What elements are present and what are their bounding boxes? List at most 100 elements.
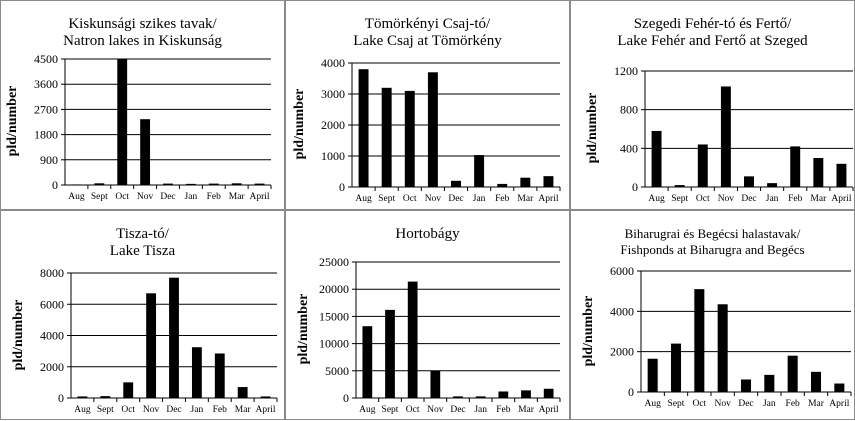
x-tick-label: Oct — [121, 405, 135, 415]
bar — [362, 326, 373, 398]
x-tick-label: April — [831, 194, 851, 204]
x-tick-label: Aug — [648, 194, 665, 204]
y-tick-label: 10000 — [319, 337, 349, 351]
x-tick-label: Feb — [495, 194, 510, 204]
x-tick-label: Dec — [741, 194, 756, 204]
chart-title-line1: Kiskunsági szikes tavak/ — [68, 16, 217, 32]
bar — [834, 383, 845, 392]
y-tick-label: 2000 — [610, 345, 634, 359]
bar — [169, 277, 179, 398]
chart-title-line1: Hortobágy — [395, 226, 460, 242]
y-tick-label: 900 — [40, 153, 58, 167]
chart-title: Szegedi Fehér-tó és Fertő/ Lake Fehér an… — [571, 16, 854, 50]
bar — [358, 69, 369, 187]
x-tick-label: Mar — [517, 194, 534, 204]
bar — [146, 293, 157, 398]
bar — [764, 374, 775, 392]
x-tick-label: Feb — [213, 405, 228, 415]
bar — [836, 163, 847, 187]
bar — [123, 382, 134, 398]
bar — [185, 183, 196, 185]
x-tick-label: Mar — [810, 194, 827, 204]
y-tick-label: 0 — [343, 391, 349, 405]
chart-title-line1: Tisza-tó/ — [116, 226, 169, 242]
bar — [670, 343, 682, 392]
chart-panel-tisza: Tisza-tó/ Lake Tisza pld/number 0 2000 400… — [0, 210, 285, 420]
bar-chart-csaj: 0 1000 2000 3000 4000 Aug Sept Oct Nov Dec Jan Feb M… — [321, 56, 561, 204]
bar — [521, 390, 531, 398]
chart-panel-kiskunsag: Kiskunsági szikes tavak/ Natron lakes in… — [0, 0, 285, 210]
bar — [694, 289, 705, 392]
x-tick-label: Feb — [788, 194, 803, 204]
x-tick-label: Oct — [692, 399, 706, 409]
x-tick-label: April — [538, 194, 558, 204]
chart-title: Hortobágy — [286, 226, 569, 243]
y-tick-label: 4500 — [34, 52, 58, 66]
x-tick-label: Feb — [496, 405, 511, 415]
bar — [674, 185, 685, 187]
x-tick-label: April — [256, 405, 276, 415]
x-tick-label: Aug — [355, 194, 372, 204]
y-tick-label: 1800 — [34, 128, 58, 142]
y-tick-label: 2700 — [34, 102, 58, 116]
bar — [385, 309, 395, 398]
y-tick-label: 15000 — [319, 309, 349, 323]
bar — [498, 391, 509, 398]
y-tick-label: 6000 — [40, 297, 64, 311]
x-tick-label: Dec — [448, 194, 463, 204]
x-tick-label: Aug — [644, 399, 661, 409]
bar — [214, 353, 225, 398]
bar — [407, 281, 418, 398]
x-tick-label: Sept — [91, 192, 108, 202]
x-tick-label: Oct — [696, 194, 710, 204]
bar — [717, 304, 728, 392]
x-tick-label: Aug — [68, 192, 85, 202]
x-tick-label: Feb — [207, 192, 222, 202]
chart-title-line1: Biharugrai és Begécsi halastavak/ — [624, 226, 801, 241]
bar — [475, 396, 486, 398]
bar — [790, 146, 801, 187]
bar — [810, 371, 822, 392]
bar — [720, 86, 731, 187]
chart-title-line1: Tömörkényi Csaj-tó/ — [364, 16, 491, 32]
x-tick-label: Sept — [97, 405, 114, 415]
y-tick-label: 0 — [58, 391, 64, 405]
bar — [208, 183, 219, 185]
bar — [237, 387, 248, 398]
y-tick-label: 6000 — [610, 264, 634, 278]
y-tick-label: 1200 — [614, 64, 638, 78]
chart-title-line2: Fishponds at Biharugra and Begécs — [620, 242, 805, 257]
x-tick-label: Jan — [766, 194, 779, 204]
bar — [77, 396, 88, 398]
bar — [427, 72, 438, 187]
y-tick-label: 2000 — [40, 360, 64, 374]
x-tick-label: Mar — [235, 405, 252, 415]
y-tick-label: 0 — [339, 180, 345, 194]
y-tick-label: 8000 — [40, 266, 64, 280]
x-tick-label: Nov — [427, 405, 444, 415]
y-tick-label: 20000 — [319, 282, 349, 296]
bar — [451, 180, 461, 187]
x-tick-label: Jan — [763, 399, 776, 409]
chart-title-line2: Lake Tisza — [109, 243, 176, 259]
chart-title: Tisza-tó/ Lake Tisza — [1, 226, 284, 260]
y-tick-label: 4000 — [40, 329, 64, 343]
x-tick-label: Dec — [160, 192, 175, 202]
y-tick-label: 0 — [52, 178, 58, 192]
x-tick-label: Nov — [425, 194, 442, 204]
x-tick-label: Dec — [738, 399, 753, 409]
y-tick-label: 0 — [632, 180, 638, 194]
bar — [651, 130, 662, 187]
bar — [100, 396, 111, 398]
bar-chart-kiskunsag: 0 900 1800 2700 3600 4500 Aug Sept Oct Nov Dec Jan F… — [34, 52, 272, 202]
bar — [163, 183, 173, 185]
x-tick-label: Jan — [474, 405, 487, 415]
y-tick-label: 4000 — [321, 56, 345, 70]
x-tick-label: Sept — [378, 194, 395, 204]
chart-title: Tömörkényi Csaj-tó/ Lake Csaj at Tömörké… — [286, 16, 569, 50]
y-tick-label: 800 — [620, 103, 638, 117]
bar — [140, 119, 151, 185]
x-tick-label: Mar — [518, 405, 535, 415]
bar — [813, 158, 824, 187]
chart-title: Kiskunsági szikes tavak/ Natron lakes in… — [1, 16, 284, 50]
